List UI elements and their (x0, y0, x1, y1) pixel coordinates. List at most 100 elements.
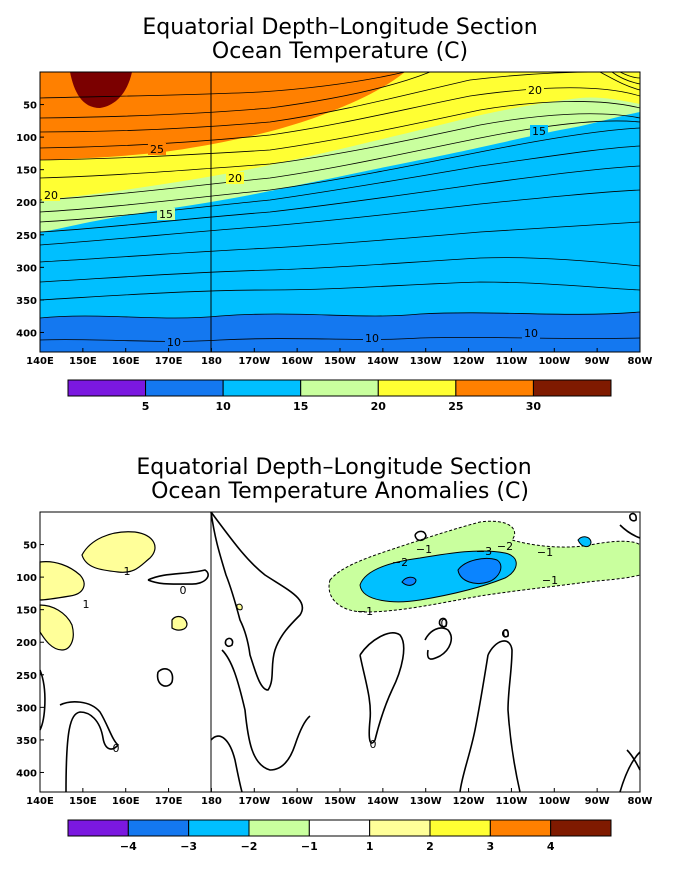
contour-label: 0 (180, 584, 187, 597)
chart-title-line1: Equatorial Depth–Longitude Section (142, 15, 537, 40)
colorbar-swatch (308, 819, 371, 837)
x-tick-label: 90W (585, 796, 610, 807)
colorbar-swatch (188, 819, 250, 837)
contour-labels-temperature: 20 15 25 20 20 15 10 10 10 (42, 84, 548, 349)
contour-label: 20 (528, 84, 542, 97)
panel-temperature: Equatorial Depth–Longitude Section Ocean… (16, 15, 652, 413)
anomaly-positive (39, 561, 85, 601)
plot-area-temperature: 20 15 25 20 20 15 10 10 10 (39, 71, 641, 353)
colorbar-swatch (532, 379, 612, 397)
contour-label-bg (226, 172, 244, 184)
x-tick-label: 80W (628, 356, 653, 367)
contour-lines-temperature (39, 71, 641, 342)
contour-label-bg (530, 125, 548, 137)
colorbar-swatch (369, 819, 431, 837)
contour-label: 0 (370, 738, 377, 751)
x-tick-label: 100W (538, 356, 570, 367)
x-tick-label: 140W (367, 796, 399, 807)
colorbar-label: 5 (142, 400, 150, 413)
x-tick-label: 150E (69, 356, 97, 367)
x-tick-label: 120W (453, 796, 485, 807)
band-25-30 (40, 72, 405, 160)
x-tick-label: 130W (410, 356, 442, 367)
colorbar-swatch (550, 819, 612, 837)
contour-label: 10 (167, 336, 181, 349)
contour-label-bg (522, 327, 540, 339)
x-tick-label: 150W (324, 796, 356, 807)
colorbar-label: 30 (526, 400, 542, 413)
contour-label-bg (148, 143, 166, 155)
x-tick-label: 150E (69, 796, 97, 807)
contour-label: 0 (441, 617, 448, 630)
x-tick-label: 180 (201, 356, 222, 367)
contour-label: −1 (542, 574, 558, 587)
y-tick-label: 50 (23, 541, 37, 552)
contour-label: 0 (113, 742, 120, 755)
contour-label: −1 (416, 543, 432, 556)
x-tick-label: 160E (112, 356, 140, 367)
y-axis-anomalies: 50 100 150 200 250 300 350 400 (16, 541, 44, 779)
y-tick-label: 100 (16, 573, 37, 584)
colorbar-label: 3 (487, 840, 495, 853)
colorbar-label: 1 (366, 840, 374, 853)
colorbar-swatch (489, 819, 552, 837)
contour-label: 1 (83, 598, 90, 611)
colorbar-swatch (67, 379, 147, 397)
chart-title-line2: Ocean Temperature (C) (212, 39, 468, 64)
colorbar-swatch (429, 819, 491, 837)
contour-labels-anomalies: 1 1 0 −1 −2 −3 −2 −1 −1 −1 0 0 0 0 (83, 540, 559, 755)
x-tick-label: 170E (155, 356, 183, 367)
contour-label: 15 (159, 208, 173, 221)
x-tick-label: 100W (538, 796, 570, 807)
x-tick-label: 170E (155, 796, 183, 807)
x-tick-label: 120W (453, 356, 485, 367)
x-tick-label: 160E (112, 796, 140, 807)
y-tick-label: 400 (16, 768, 37, 779)
y-tick-label: 250 (16, 231, 37, 242)
colorbar-swatch (222, 379, 302, 397)
y-tick-label: 50 (23, 101, 37, 112)
x-tick-label: 140E (26, 356, 54, 367)
contour-label: −2 (392, 556, 408, 569)
panel-anomalies: Equatorial Depth–Longitude Section Ocean… (16, 455, 652, 853)
contour-label: 1 (124, 565, 131, 578)
y-tick-label: 350 (16, 736, 37, 747)
y-tick-label: 150 (16, 606, 37, 617)
colorbar-swatch (127, 819, 190, 837)
colorbar-label: 2 (426, 840, 434, 853)
y-tick-label: 100 (16, 133, 37, 144)
colorbar-swatch (248, 819, 310, 837)
anomaly-negative-3 (457, 557, 502, 584)
anomaly-positive (171, 615, 188, 631)
x-tick-label: 140W (367, 356, 399, 367)
contour-label-bg (165, 336, 183, 348)
y-tick-label: 300 (16, 703, 37, 714)
y-tick-label: 250 (16, 671, 37, 682)
anomaly-negative-2 (577, 536, 592, 548)
contour-label: −2 (497, 540, 513, 553)
colorbar-label: −1 (301, 840, 318, 853)
contour-label-bg (157, 208, 175, 220)
x-tick-label: 160W (281, 796, 313, 807)
y-tick-label: 200 (16, 198, 37, 209)
x-axis-anomalies: 140E 150E 160E 170E 180 170W 160W 150W 140W 130W 1… (26, 788, 652, 807)
contour-label: 10 (524, 327, 538, 340)
contour-label: 20 (228, 172, 242, 185)
contour-label: 15 (532, 125, 546, 138)
x-axis-temperature: 140E 150E 160E 170E 180 170W 160W 150W 140W 130W 1… (26, 348, 652, 367)
y-tick-label: 350 (16, 296, 37, 307)
colorbar-swatch (67, 819, 129, 837)
colorbar-swatch (145, 379, 224, 397)
x-tick-label: 160W (281, 356, 313, 367)
colorbar-label: −4 (120, 840, 137, 853)
contour-label: −3 (476, 545, 492, 558)
contour-label: 0 (503, 627, 510, 640)
y-tick-label: 200 (16, 638, 37, 649)
band-5-10-bottom (40, 337, 640, 352)
colorbar-label: 10 (215, 400, 231, 413)
x-tick-label: 80W (628, 796, 653, 807)
anomaly-negative-3 (401, 576, 417, 586)
plot-area-anomalies: 1 1 0 −1 −2 −3 −2 −1 −1 −1 0 0 0 0 (39, 511, 641, 793)
colorbar-swatch (377, 379, 457, 397)
